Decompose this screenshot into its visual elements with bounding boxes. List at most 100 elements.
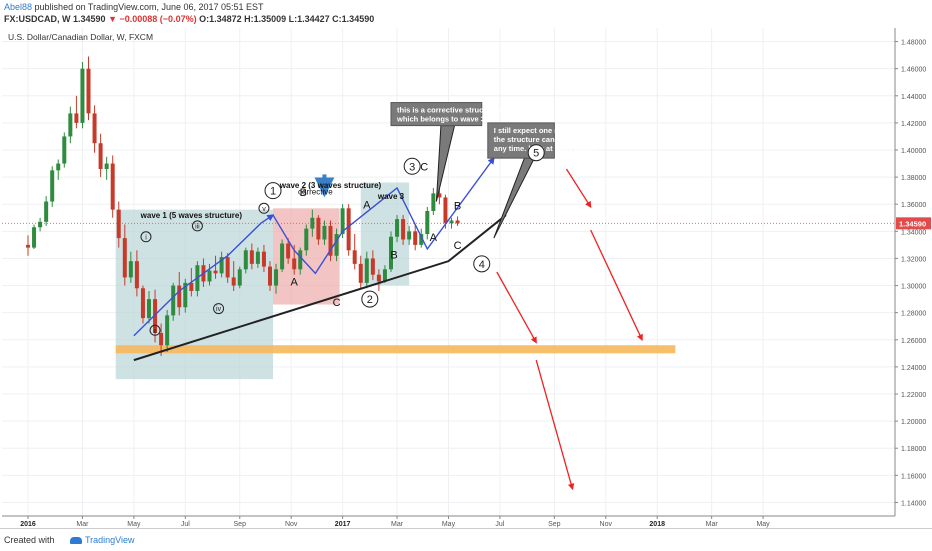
- callout-text: this is a corrective structure of wave A: [397, 106, 535, 115]
- tradingview-label: TradingView: [85, 535, 135, 545]
- candle-body: [92, 113, 97, 144]
- series-wave-1-path: [133, 214, 275, 337]
- candle-body: [183, 282, 188, 308]
- candle-body: [310, 217, 315, 229]
- candle-body: [26, 244, 30, 248]
- candle-body: [38, 221, 43, 228]
- y-tick-label: 1.14000: [901, 500, 926, 507]
- wave-count-circle: [403, 157, 421, 175]
- wave-label: C: [454, 240, 462, 252]
- y-tick-label: 1.24000: [901, 365, 926, 372]
- wave-label: wave 2 (3 waves structure): [279, 181, 382, 190]
- wave-count-circle: [140, 231, 152, 243]
- candle-body: [128, 261, 133, 278]
- created-with-label: Created with: [4, 535, 55, 545]
- wave-count-label: 4: [479, 259, 485, 271]
- candle-body: [122, 238, 127, 278]
- y-tick-label: 1.38000: [901, 175, 926, 182]
- wave-count-label: 5: [533, 148, 539, 160]
- candle-body: [44, 201, 49, 222]
- down-triangle-icon: ▼: [108, 14, 117, 24]
- wave-label: C: [333, 297, 341, 309]
- zone-wave-2-box: [273, 208, 340, 305]
- x-tick-label: May: [442, 521, 456, 528]
- candle-body: [98, 143, 103, 169]
- candle-body: [147, 299, 151, 319]
- candle-body: [50, 170, 55, 202]
- x-tick-label: May: [756, 521, 770, 528]
- quote-line: FX:USDCAD, W 1.34590 ▼ −0.00088 (−0.07%)…: [4, 14, 374, 24]
- y-tick-label: 1.22000: [901, 392, 926, 399]
- y-tick-label: 1.18000: [901, 446, 926, 453]
- author-link[interactable]: Abel88: [4, 2, 33, 12]
- y-tick-label: 1.16000: [901, 473, 926, 480]
- wave-count-circle: [527, 144, 545, 162]
- x-tick-label: Mar: [76, 521, 89, 528]
- tradingview-logo-icon: [70, 537, 82, 544]
- series-wave-2-path: [272, 157, 495, 275]
- wave-label: B: [300, 187, 307, 199]
- candle-body: [328, 225, 333, 256]
- candle-body: [304, 228, 309, 251]
- x-tick-label: Sep: [234, 521, 247, 528]
- tradingview-brand[interactable]: TradingView: [70, 535, 135, 545]
- candle-body: [274, 269, 279, 286]
- candle-body: [80, 68, 85, 123]
- candle-body: [376, 274, 381, 282]
- x-tick-label: Jul: [495, 521, 504, 528]
- x-tick-label: 2017: [335, 521, 351, 528]
- price-change: −0.00088 (−0.07%): [119, 14, 197, 24]
- x-tick-label: Nov: [285, 521, 298, 528]
- candle-body: [413, 231, 418, 245]
- candle-body: [340, 208, 345, 235]
- y-tick-label: 1.26000: [901, 338, 926, 345]
- candle-body: [292, 258, 297, 270]
- wave-count-circle: [361, 290, 379, 308]
- wave-count-label: ii: [153, 328, 157, 335]
- candle-body: [189, 282, 194, 291]
- x-tick-label: Mar: [391, 521, 404, 528]
- symbol-label: FX:USDCAD, W: [4, 14, 71, 24]
- callout-text: which belongs to wave 3: [396, 115, 485, 124]
- candle-body: [443, 197, 448, 224]
- wave-label: corrective: [298, 188, 333, 197]
- candle-body: [116, 209, 121, 239]
- series-support-line: [133, 214, 507, 362]
- x-tick-label: 2018: [649, 521, 665, 528]
- candle-body: [62, 136, 67, 164]
- y-tick-label: 1.28000: [901, 311, 926, 318]
- x-tick-label: May: [127, 521, 141, 528]
- candle-body: [431, 193, 436, 211]
- red-arrow-1: [565, 168, 592, 209]
- candle-body: [177, 285, 182, 308]
- candle-body: [425, 211, 430, 235]
- candle-body: [225, 257, 230, 278]
- wave-label: A: [363, 199, 371, 211]
- candle-body: [419, 234, 424, 245]
- candle-body: [261, 251, 266, 267]
- candle-body: [401, 219, 406, 240]
- callout-text: I still expect one more down: [494, 126, 595, 135]
- y-tick-label: 1.40000: [901, 148, 926, 155]
- candle-body: [358, 263, 363, 283]
- x-tick-label: 2016: [20, 521, 36, 528]
- price-chart[interactable]: this is a corrective structure of wave A…: [0, 28, 932, 528]
- candle-body: [407, 231, 412, 240]
- y-tick-label: 1.20000: [901, 419, 926, 426]
- wave-label: A: [291, 277, 299, 289]
- wave-count-label: v: [262, 206, 266, 213]
- wave-count-label: 2: [367, 294, 373, 306]
- candle-body: [249, 250, 254, 264]
- wave-count-label: iv: [216, 306, 222, 313]
- candle-body: [74, 113, 79, 123]
- candle-body: [437, 193, 442, 198]
- wave-count-circle: [149, 324, 161, 336]
- wave-count-label: iii: [195, 223, 200, 230]
- wave-label: B: [390, 249, 397, 261]
- price-badge-label: 1.34590: [899, 219, 926, 228]
- callout-text: any time. look at price action: [494, 144, 597, 153]
- wave-label: C: [420, 161, 428, 173]
- candle-body: [243, 250, 248, 270]
- candle-body: [346, 208, 351, 251]
- candle-body: [110, 163, 115, 210]
